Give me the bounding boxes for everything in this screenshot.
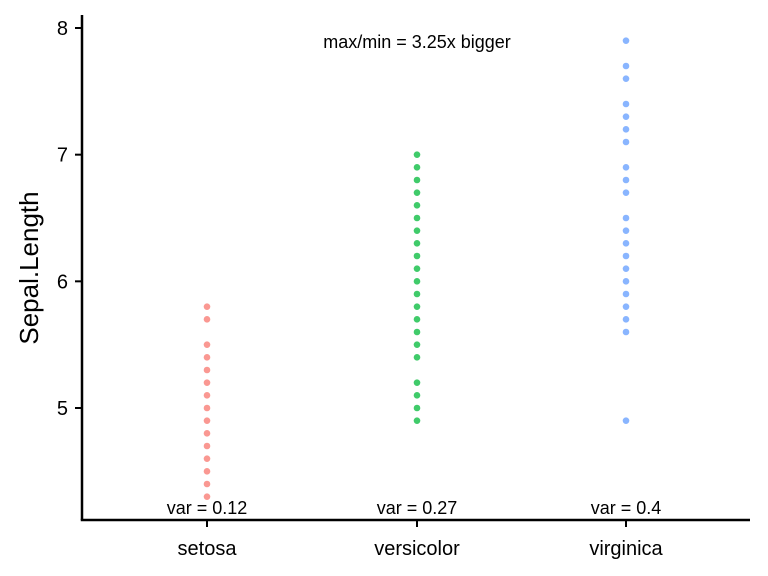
y-tick-label: 6 xyxy=(57,271,68,293)
ratio-annotation: max/min = 3.25x bigger xyxy=(323,32,511,52)
data-point-virginica xyxy=(622,290,630,298)
data-point-versicolor xyxy=(413,214,421,222)
data-point-setosa xyxy=(203,404,211,412)
data-point-virginica xyxy=(622,113,630,120)
variance-label-virginica: var = 0.4 xyxy=(591,498,662,518)
data-point-virginica xyxy=(622,176,630,184)
data-point-virginica xyxy=(622,189,630,196)
y-tick-label: 8 xyxy=(57,18,68,40)
data-point-virginica xyxy=(622,252,630,260)
ticks-layer xyxy=(75,27,627,527)
data-point-setosa xyxy=(203,430,211,437)
data-point-versicolor xyxy=(413,404,421,412)
data-point-virginica xyxy=(622,164,630,171)
data-point-versicolor xyxy=(413,202,421,209)
data-point-setosa xyxy=(203,354,211,361)
data-point-setosa xyxy=(203,392,211,399)
variance-label-setosa: var = 0.12 xyxy=(167,498,248,518)
data-point-versicolor xyxy=(413,392,421,399)
data-point-versicolor xyxy=(413,417,421,424)
y-tick-label: 5 xyxy=(57,398,68,420)
data-point-versicolor xyxy=(413,328,421,336)
data-point-versicolor xyxy=(413,278,421,285)
data-point-virginica xyxy=(622,75,630,82)
data-point-versicolor xyxy=(413,303,421,310)
data-point-virginica xyxy=(622,240,630,247)
y-tick-label: 7 xyxy=(57,145,68,167)
y-axis-title: Sepal.Length xyxy=(14,191,44,344)
variance-label-versicolor: var = 0.27 xyxy=(377,498,458,518)
data-point-versicolor xyxy=(413,189,421,196)
data-point-versicolor xyxy=(413,240,421,247)
data-point-versicolor xyxy=(413,316,421,323)
data-point-setosa xyxy=(203,417,211,424)
x-tick-label-setosa: setosa xyxy=(178,538,238,560)
data-point-setosa xyxy=(203,379,211,386)
data-point-virginica xyxy=(622,62,630,70)
data-point-virginica xyxy=(622,37,630,44)
data-point-virginica xyxy=(622,227,630,234)
data-point-versicolor xyxy=(413,379,421,386)
data-point-virginica xyxy=(622,316,630,323)
data-point-setosa xyxy=(203,468,211,475)
data-point-virginica xyxy=(622,303,630,310)
data-point-versicolor xyxy=(413,265,421,272)
axes-layer xyxy=(80,15,750,522)
data-point-versicolor xyxy=(413,164,421,171)
data-point-virginica xyxy=(622,100,630,108)
data-point-versicolor xyxy=(413,341,421,348)
data-point-virginica xyxy=(622,214,630,222)
labels-layer: 5 6 7 8 setosa versicolor virginica var = 0.12 v… xyxy=(57,18,664,560)
data-point-virginica xyxy=(622,138,630,146)
data-point-versicolor xyxy=(413,227,421,234)
data-point-virginica xyxy=(622,265,630,272)
data-point-setosa xyxy=(203,316,211,323)
data-point-versicolor xyxy=(413,290,421,298)
data-point-virginica xyxy=(622,278,630,285)
data-point-setosa xyxy=(203,493,211,500)
data-point-virginica xyxy=(622,328,630,336)
data-point-setosa xyxy=(203,480,211,488)
x-tick-label-virginica: virginica xyxy=(589,538,663,560)
data-point-versicolor xyxy=(413,176,421,184)
data-point-setosa xyxy=(203,303,211,310)
data-point-virginica xyxy=(622,417,630,424)
data-point-setosa xyxy=(203,366,211,374)
data-point-setosa xyxy=(203,442,211,450)
data-point-versicolor xyxy=(413,252,421,260)
points-layer xyxy=(203,37,630,500)
x-tick-label-versicolor: versicolor xyxy=(374,538,460,560)
data-point-setosa xyxy=(203,341,211,348)
data-point-versicolor xyxy=(413,354,421,361)
data-point-versicolor xyxy=(413,151,421,158)
data-point-virginica xyxy=(622,126,630,133)
data-point-setosa xyxy=(203,455,211,462)
